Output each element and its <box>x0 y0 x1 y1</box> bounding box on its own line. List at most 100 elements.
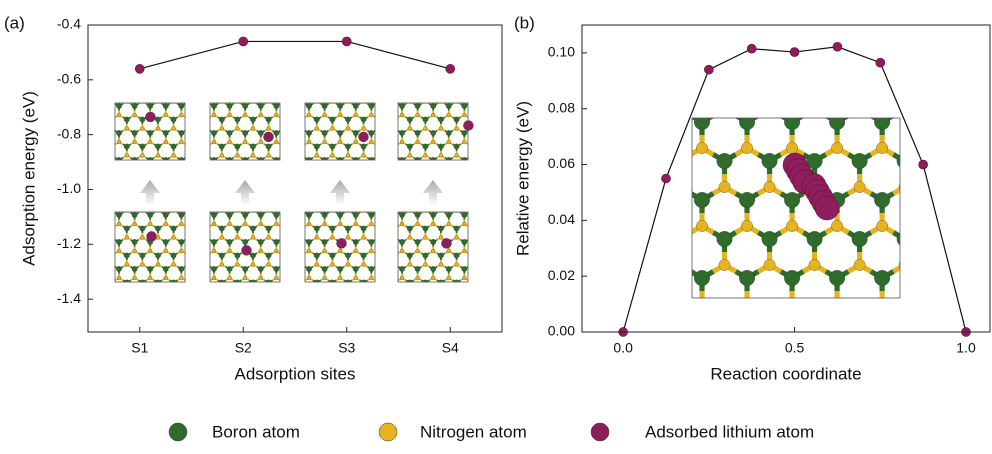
nitrogen-atom <box>400 113 404 117</box>
bond <box>437 292 441 294</box>
bond <box>300 171 304 173</box>
bond <box>472 238 476 240</box>
nitrogen-atom <box>291 303 295 307</box>
nitrogen-atom <box>101 276 105 280</box>
bond <box>488 144 492 146</box>
bond <box>284 238 288 240</box>
bond <box>371 185 375 187</box>
bond <box>480 158 484 160</box>
nitrogen-atom <box>362 290 366 294</box>
nitrogen-atom <box>267 236 271 240</box>
boron-atom <box>384 239 389 244</box>
boron-atom <box>124 117 129 122</box>
bond <box>198 104 202 106</box>
bond <box>185 199 189 201</box>
bond <box>499 90 503 92</box>
bond <box>484 292 488 294</box>
boron-atom <box>188 253 193 258</box>
bond <box>387 88 391 90</box>
nitrogen-atom <box>189 127 193 131</box>
bond <box>92 265 96 267</box>
bond <box>290 294 294 296</box>
bond <box>311 307 315 309</box>
nitrogen-atom <box>117 113 121 117</box>
nitrogen-atom <box>486 100 490 104</box>
nitrogen-atom <box>179 276 183 280</box>
boron-atom <box>361 226 366 231</box>
bond <box>205 183 209 185</box>
nitrogen-atom <box>298 290 302 294</box>
bond <box>205 265 209 267</box>
bond <box>499 292 503 294</box>
bond <box>218 90 222 92</box>
boron-atom <box>430 103 435 108</box>
bond <box>187 238 191 240</box>
bond <box>360 183 364 185</box>
nitrogen-atom <box>164 113 168 117</box>
bond <box>100 197 104 199</box>
boron-atom <box>283 144 288 149</box>
bond <box>313 183 317 185</box>
bond <box>328 292 332 294</box>
nitrogen-atom <box>369 195 373 199</box>
bond <box>480 305 484 307</box>
boron-atom <box>202 226 207 231</box>
boron-atom <box>194 130 199 135</box>
boron-atom <box>415 212 420 217</box>
bond <box>484 307 488 309</box>
boron-atom <box>188 90 193 95</box>
boron-atom <box>330 307 335 312</box>
bond <box>205 102 209 104</box>
boron-atom <box>407 199 412 204</box>
boron-atom <box>446 184 451 189</box>
boron-atom <box>313 307 318 312</box>
bond <box>492 131 496 133</box>
nitrogen-atom <box>276 194 280 198</box>
nitrogen-atom <box>299 154 303 158</box>
bond <box>308 169 312 171</box>
boron-atom <box>337 266 342 271</box>
lithium-atom <box>264 132 274 142</box>
bond <box>100 115 104 117</box>
boron-atom <box>322 76 327 81</box>
nitrogen-atom <box>494 167 498 171</box>
bond <box>205 129 209 131</box>
nitrogen-atom <box>133 167 137 171</box>
bond <box>410 199 414 201</box>
nitrogen-atom <box>307 222 311 226</box>
boron-atom <box>266 280 271 285</box>
nitrogen-atom <box>125 154 129 158</box>
boron-atom <box>376 144 381 149</box>
nitrogen-atom <box>313 181 317 185</box>
nitrogen-atom <box>164 140 168 144</box>
boron-atom <box>337 212 342 217</box>
nitrogen-atom <box>384 167 388 171</box>
boron-atom <box>330 280 335 285</box>
bond <box>476 88 480 90</box>
bond <box>282 117 286 119</box>
boron-atom <box>297 253 302 258</box>
bond <box>297 144 301 146</box>
bond <box>464 169 468 171</box>
bond <box>332 171 336 173</box>
bond <box>195 185 199 187</box>
boron-atom <box>211 212 216 217</box>
nitrogen-atom <box>94 317 98 321</box>
bond <box>410 183 414 185</box>
bond <box>111 183 115 185</box>
bond <box>445 197 449 199</box>
nitrogen-atom <box>306 167 310 171</box>
bond <box>292 240 296 242</box>
bond <box>282 102 286 104</box>
bond <box>280 280 284 282</box>
bond <box>360 90 364 92</box>
bond <box>185 102 189 104</box>
nitrogen-atom <box>393 290 397 294</box>
nitrogen-atom <box>196 86 200 90</box>
bond <box>429 305 433 307</box>
boron-atom <box>180 76 185 81</box>
bond <box>201 129 205 131</box>
bond <box>301 117 305 119</box>
boron-atom <box>384 76 389 81</box>
bond <box>488 156 492 158</box>
